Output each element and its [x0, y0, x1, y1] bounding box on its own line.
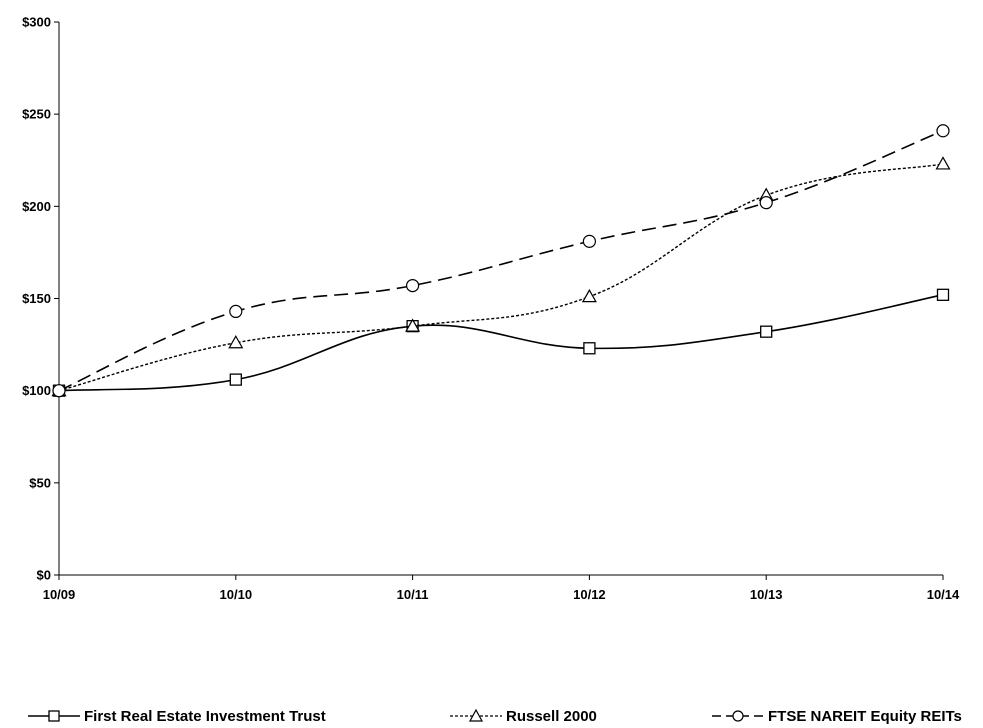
legend-swatch-square-icon — [28, 710, 80, 722]
x-tick-label: 10/09 — [43, 587, 76, 602]
data-point-circle — [759, 196, 773, 210]
y-tick-label: $300 — [22, 15, 51, 30]
x-axis-ticks: 10/09 10/10 10/11 10/12 10/13 10/14 — [43, 575, 960, 602]
y-tick-label: $0 — [37, 568, 51, 583]
series-3 — [52, 124, 950, 398]
x-tick-label: 10/13 — [750, 587, 783, 602]
legend-label: FTSE NAREIT Equity REITs — [768, 707, 962, 725]
data-point-circle — [406, 278, 420, 293]
y-tick-label: $100 — [22, 383, 51, 398]
x-tick-label: 10/11 — [397, 587, 429, 602]
y-axis-ticks: $0 $50 $100 $150 $200 $250 $300 — [22, 15, 59, 583]
legend: First Real Estate Investment Trust Russe… — [0, 700, 983, 728]
data-point-triangle — [581, 288, 597, 303]
series-layer — [51, 124, 951, 398]
y-tick-label: $250 — [22, 107, 51, 122]
data-point-triangle — [228, 335, 244, 349]
legend-label: Russell 2000 — [506, 707, 597, 725]
data-point-square — [760, 325, 773, 338]
series-1 — [52, 288, 950, 397]
data-point-circle — [229, 304, 243, 319]
data-point-circle — [936, 124, 950, 138]
x-tick-label: 10/14 — [927, 587, 960, 602]
data-point-square — [583, 342, 596, 355]
data-point-triangle — [935, 156, 951, 170]
line-chart: $0 $50 $100 $150 $200 $250 $300 10/09 10/10 10/1… — [22, 15, 960, 603]
legend-item-series-1: First Real Estate Investment Trust — [28, 706, 326, 726]
legend-item-series-3: FTSE NAREIT Equity REITs — [712, 706, 962, 726]
legend-item-series-2: Russell 2000 — [450, 706, 597, 726]
data-point-square — [936, 288, 950, 301]
y-tick-label: $200 — [22, 199, 51, 214]
data-point-square — [229, 373, 242, 386]
y-tick-label: $50 — [29, 475, 51, 490]
x-tick-label: 10/12 — [573, 587, 606, 602]
legend-label: First Real Estate Investment Trust — [84, 707, 326, 725]
series-line — [58, 163, 944, 392]
series-line — [58, 294, 944, 392]
series-line — [58, 130, 944, 392]
x-tick-label: 10/10 — [220, 587, 253, 602]
legend-swatch-triangle-icon — [450, 708, 502, 722]
y-tick-label: $150 — [22, 291, 51, 306]
series-2 — [51, 156, 951, 397]
axes — [58, 22, 943, 576]
legend-swatch-circle-icon — [712, 710, 764, 722]
data-point-circle — [52, 384, 66, 398]
data-point-circle — [582, 234, 597, 248]
data-point-triangle — [405, 318, 421, 332]
